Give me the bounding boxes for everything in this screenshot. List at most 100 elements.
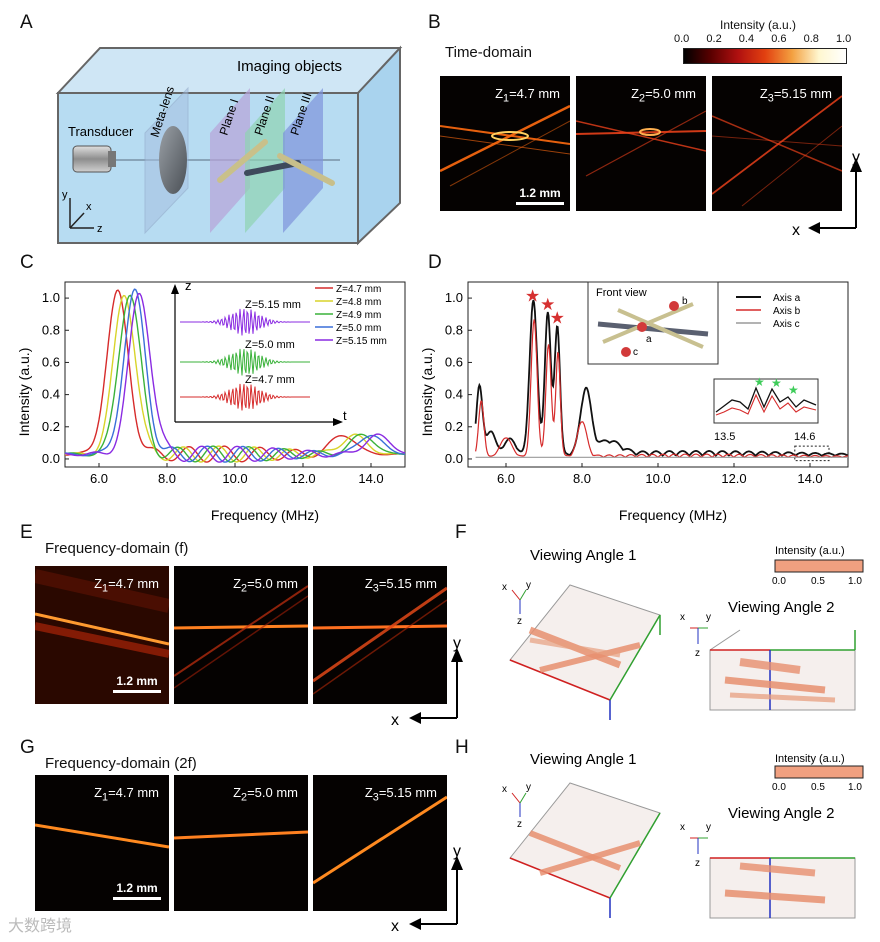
panel-label-c: C <box>20 252 34 273</box>
svg-text:★: ★ <box>754 375 765 389</box>
plane-1 <box>210 88 250 233</box>
colorbar-b-tick: 0.2 <box>706 33 722 45</box>
axis-x-label: x <box>86 201 92 213</box>
panel-h-3d: Viewing Angle 1 Viewing Angle 2 Intensit… <box>502 751 864 919</box>
g-image-z3: Z3=5.15 mm <box>313 775 447 911</box>
svg-text:y: y <box>453 635 461 652</box>
c-inset-t-label: t <box>343 408 347 423</box>
svg-text:★: ★ <box>771 376 782 390</box>
h-view2-title: Viewing Angle 2 <box>728 805 834 822</box>
svg-text:14.6: 14.6 <box>794 431 815 443</box>
svg-text:y: y <box>706 612 711 623</box>
chart-d-xtick-label: 10.0 <box>645 471 670 486</box>
svg-text:x: x <box>502 784 507 795</box>
chart-d-xtick-label: 6.0 <box>497 471 515 486</box>
colorbar-b-tick: 0.6 <box>771 33 787 45</box>
scale-label-b: 1.2 mm <box>519 186 561 200</box>
chart-c-xtick-label: 8.0 <box>158 471 176 486</box>
chart-c-xtick-label: 14.0 <box>358 471 383 486</box>
svg-text:y: y <box>526 782 531 793</box>
colorbar-b-tick: 0.4 <box>738 33 755 45</box>
panel-label-g: G <box>20 737 35 758</box>
chart-d-legend-label: Axis b <box>773 306 801 317</box>
svg-text:1.0: 1.0 <box>848 782 862 793</box>
svg-text:Front view: Front view <box>596 287 647 299</box>
g-axes: y x <box>391 843 463 935</box>
chart-c-series-line <box>64 294 406 463</box>
chart-d-ytick-label: 1.0 <box>445 290 463 305</box>
e-image-z1: Z1=4.7 mm 1.2 mm <box>35 566 169 704</box>
chart-d-legend-label: Axis c <box>773 319 800 330</box>
chart-d-series-line <box>475 319 848 459</box>
zoom-inset: ★ ★ ★ 13.5 14.6 <box>713 375 819 443</box>
panel-e-title: Frequency-domain (f) <box>45 540 189 557</box>
c-inset-wave-label: Z=4.7 mm <box>245 374 295 386</box>
colorbar-b-ticks: 0.0 0.2 0.4 0.6 0.8 1.0 <box>674 33 851 47</box>
colorbar-b-tick: 0.0 <box>674 33 690 45</box>
chart-c-ytick-label: 0.6 <box>42 354 60 369</box>
svg-text:x: x <box>792 222 800 239</box>
svg-text:z: z <box>695 648 700 659</box>
svg-text:1.0: 1.0 <box>848 576 862 587</box>
chart-c-ytick-label: 0.8 <box>42 322 60 337</box>
b-image-z2: Z2=5.0 mm <box>576 76 706 211</box>
chart-d-ytick-label: 0.6 <box>445 354 463 369</box>
svg-text:y: y <box>852 149 860 166</box>
chart-c-xtick-label: 6.0 <box>90 471 108 486</box>
e-image-z2: Z2=5.0 mm <box>174 566 308 704</box>
b-axes: y x <box>792 149 862 239</box>
chart-c-legend-label: Z=5.15 mm <box>336 336 387 347</box>
chart-c-ytick-label: 1.0 <box>42 290 60 305</box>
svg-text:x: x <box>680 822 685 833</box>
box-top <box>55 47 403 94</box>
panel-b-title: Time-domain <box>445 44 532 61</box>
chart-d-xtick-label: 8.0 <box>573 471 591 486</box>
c-inset-t-arrow <box>333 418 343 426</box>
chart-d: ★ ★★ 6.0 8.0 10.0 12.0 14.00.00.20.40.60.81.0… <box>419 281 849 523</box>
chart-c-ylabel: Intensity (a.u.) <box>16 348 32 437</box>
chart-c-series-line <box>65 288 405 463</box>
chart-c-legend-label: Z=5.0 mm <box>336 323 381 334</box>
colorbar-b-title: Intensity (a.u.) <box>720 18 797 32</box>
chart-c-series-line <box>64 292 406 463</box>
panel-label-e: E <box>20 522 33 543</box>
svg-text:c: c <box>633 347 638 358</box>
svg-text:Intensity (a.u.): Intensity (a.u.) <box>775 753 845 765</box>
plane-3 <box>283 88 323 233</box>
svg-text:0.0: 0.0 <box>772 782 786 793</box>
label-transducer: Transducer <box>68 124 134 139</box>
panel-label-a: A <box>20 12 33 33</box>
chart-d-peak-star: ★ <box>525 286 540 305</box>
chart-d-peak-star: ★ <box>550 309 565 328</box>
chart-c-legend-label: Z=4.9 mm <box>336 310 381 321</box>
svg-text:y: y <box>706 822 711 833</box>
g-image-z2: Z2=5.0 mm <box>174 775 308 911</box>
chart-d-xtick-label: 12.0 <box>721 471 746 486</box>
panel-label-b: B <box>428 12 441 33</box>
g-image-z1: Z1=4.7 mm 1.2 mm <box>35 775 169 911</box>
svg-text:0.5: 0.5 <box>811 576 825 587</box>
chart-d-xtick-label: 14.0 <box>797 471 822 486</box>
panel-g-title: Frequency-domain (2f) <box>45 755 197 772</box>
e-axes: y x <box>391 635 463 729</box>
svg-text:a: a <box>646 334 652 345</box>
chart-d-ytick-label: 0.8 <box>445 322 463 337</box>
panel-a-diagram: Imaging objects Transducer Meta-lens Pla… <box>55 45 403 246</box>
chart-d-ytick-label: 0.2 <box>445 419 463 434</box>
chart-d-ytick-label: 0.0 <box>445 451 463 466</box>
svg-text:0.5: 0.5 <box>811 782 825 793</box>
plane-2 <box>245 88 285 233</box>
c-inset-z-label: z <box>185 278 192 293</box>
colorbar-b-tick: 0.8 <box>803 33 819 45</box>
label-imaging-objects: Imaging objects <box>237 58 342 75</box>
svg-text:0.0: 0.0 <box>772 576 786 587</box>
chart-c-series-line <box>64 294 406 463</box>
svg-text:z: z <box>517 819 522 830</box>
chart-c-xtick-label: 10.0 <box>222 471 247 486</box>
chart-c-ytick-label: 0.0 <box>42 451 60 466</box>
c-inset-wave-label: Z=5.15 mm <box>245 299 301 311</box>
svg-text:x: x <box>391 712 399 729</box>
svg-text:y: y <box>526 580 531 591</box>
axis-z-label: z <box>97 223 103 235</box>
transducer-body <box>72 145 112 173</box>
